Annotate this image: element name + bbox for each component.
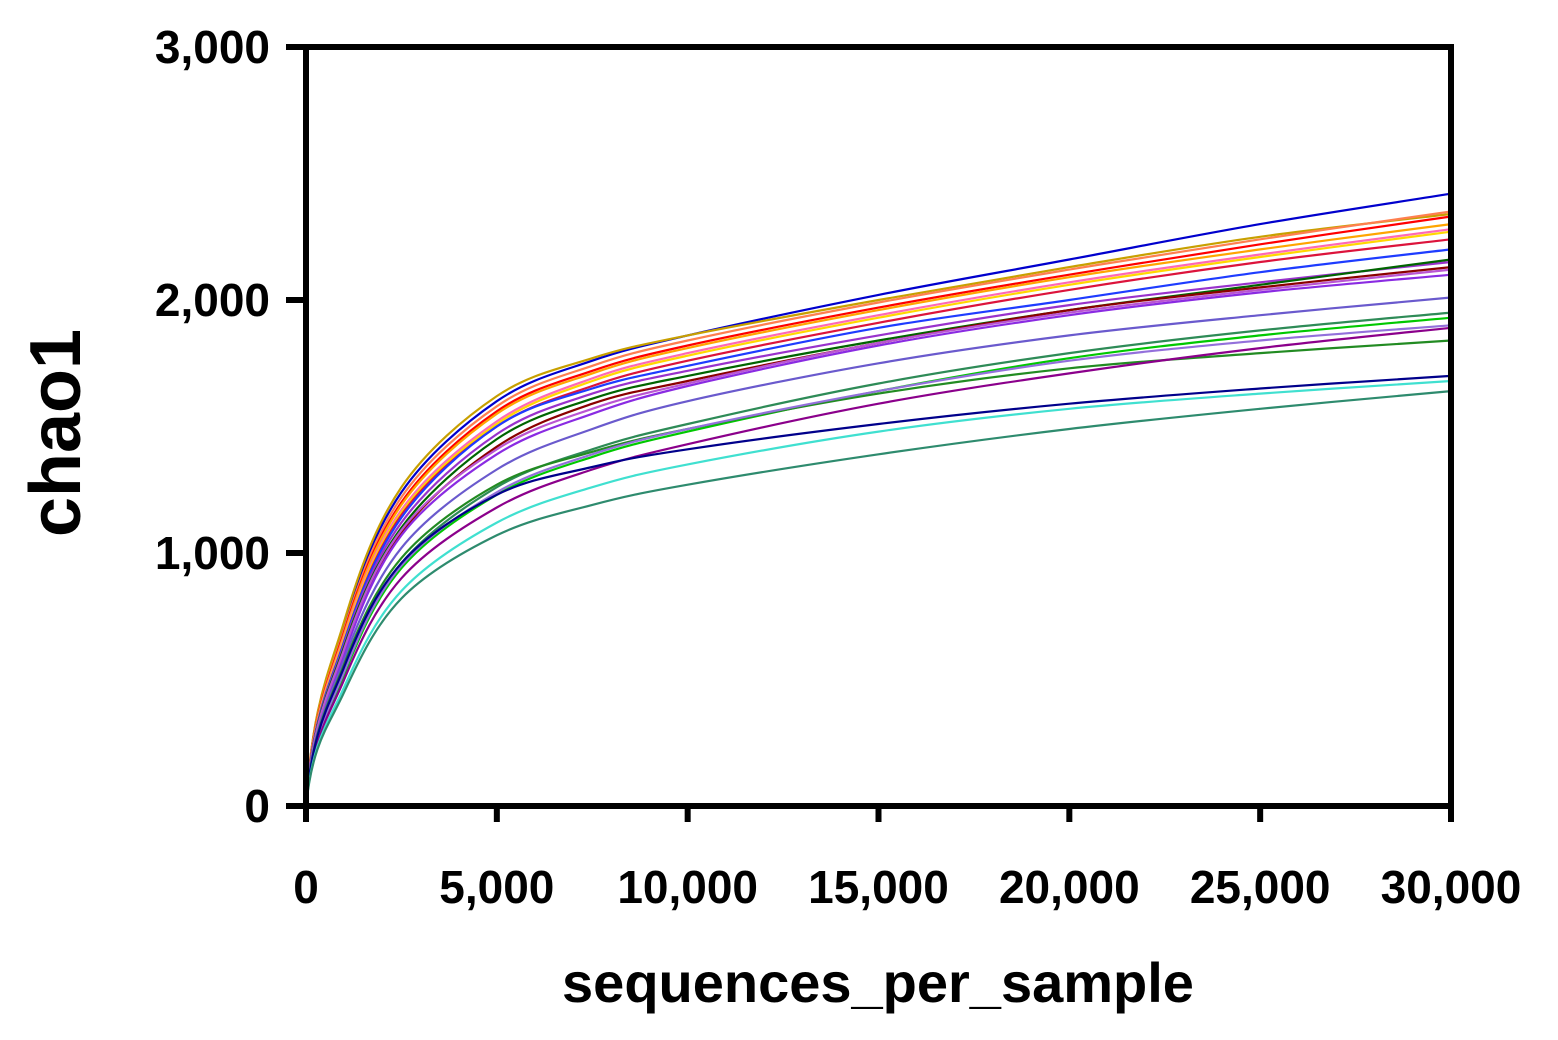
y-tick-label: 0 [244,780,270,832]
series-line-17 [304,316,1452,807]
x-tick-label: 10,000 [617,861,758,913]
x-axis-ticks: 0 5,000 10,000 15,000 20,000 25,000 30,000 [293,806,1521,913]
series-line-12 [304,266,1452,807]
x-tick-label: 0 [293,861,319,913]
series-line-3 [304,210,1452,807]
x-tick-label: 25,000 [1190,861,1331,913]
series-line-22 [304,379,1452,807]
y-tick-label: 3,000 [155,21,270,73]
series-line-23 [304,390,1452,807]
x-tick-label: 20,000 [999,861,1140,913]
series-line-10 [304,260,1452,807]
y-tick-label: 1,000 [155,527,270,579]
y-axis-title: chao1 [16,329,96,537]
x-tick-label: 5,000 [439,861,554,913]
series-line-14 [304,268,1452,807]
series-line-13 [304,273,1452,807]
series-line-20 [304,326,1452,807]
series-line-19 [304,324,1452,807]
series-line-2 [304,212,1452,807]
x-tick-label: 15,000 [808,861,949,913]
series-line-5 [304,223,1452,807]
series-line-4 [304,215,1452,807]
series-line-9 [304,248,1452,807]
y-tick-label: 2,000 [155,274,270,326]
series-line-8 [304,238,1452,807]
series-lines [304,192,1452,807]
x-tick-label: 30,000 [1381,861,1522,913]
series-line-21 [304,374,1452,807]
y-axis-ticks: 0 1,000 2,000 3,000 [155,21,306,832]
series-line-15 [304,296,1452,807]
x-axis-title: sequences_per_sample [562,951,1194,1014]
